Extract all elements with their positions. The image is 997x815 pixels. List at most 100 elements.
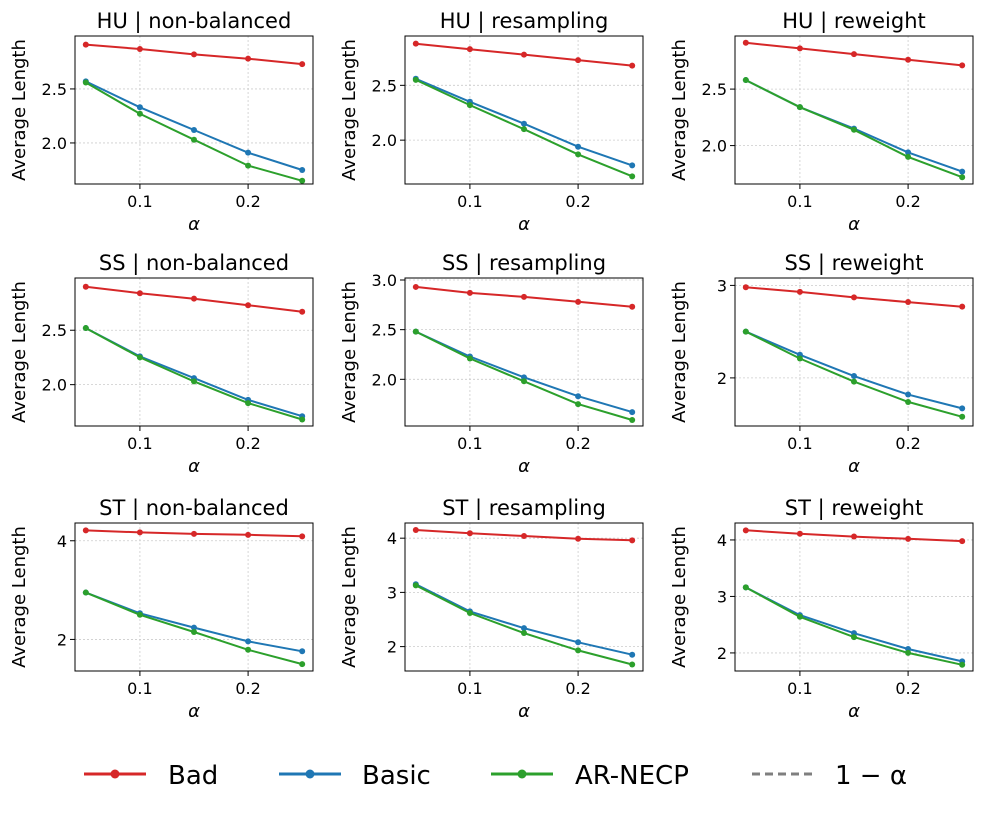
legend-marker-basic [305,769,315,779]
legend-marker-bad [110,769,120,779]
panel-hu-reweight-ytick-label-1: 2.5 [702,80,727,99]
panel-ss-non-balanced-title: SS | non-balanced [99,251,289,276]
panel-st-reweight-series-ar-necp-point-1 [796,613,803,620]
panel-hu-resampling-series-basic-point-3 [575,143,582,150]
panel-ss-reweight-series-bad-point-3 [905,299,912,306]
panel-hu-resampling-series-bad-point-3 [575,57,582,64]
panel-ss-resampling-series-ar-necp-point-4 [629,417,636,424]
panel-st-reweight-xlabel: α [848,701,860,722]
panel-ss-resampling-series-bad-point-2 [521,293,527,300]
panel-hu-non-balanced-series-bad-point-3 [245,55,252,62]
panel-st-resampling-series-bad-point-0 [412,527,419,534]
panel-hu-resampling-series-basic-point-2 [521,120,527,127]
panel-st-resampling-xlabel: α [518,701,530,722]
panel-st-reweight-xtick-label-0: 0.1 [787,679,812,698]
panel-st-non-balanced-title: ST | non-balanced [99,496,289,521]
panel-ss-reweight-ytick-label-1: 3 [717,276,727,295]
panel-hu-reweight-series-bad-point-0 [742,39,749,46]
panel-hu-non-balanced-ytick-label-1: 2.5 [42,80,67,99]
panel-ss-resampling-ytick-label-1: 2.5 [372,321,397,340]
panel-hu-resampling-ylabel: Average Length [339,39,360,181]
panel-ss-reweight-series-bad-point-2 [851,294,857,301]
panel-st-non-balanced-series-bad-point-3 [245,531,252,538]
legend-item-one-minus-alpha: 1 − α [752,761,907,791]
panel-ss-non-balanced-ytick-label-1: 2.5 [42,321,67,340]
panel-st-non-balanced-frame [74,522,314,672]
panel-hu-reweight-series-ar-necp-point-4 [959,174,966,181]
panel-st-reweight-series-ar-necp-point-3 [905,649,912,656]
panel-hu-non-balanced-series-ar-necp-point-3 [245,162,252,169]
panel-st-non-balanced-series-basic-point-2 [191,624,197,631]
panel-ss-reweight: 0.1 0.2 2 3 SS | reweight α Average Length [669,251,974,477]
panel-st-resampling-ytick-label-2: 4 [387,529,397,548]
panel-ss-non-balanced-series-bad-point-2 [191,295,197,302]
panel-st-resampling-ytick-label-1: 3 [387,583,397,602]
panel-ss-reweight-series-ar-necp-point-0 [742,328,749,335]
panel-st-reweight: 0.1 0.2 2 3 4 ST | reweight α Average Length [669,496,974,722]
panel-ss-resampling-series-basic-line [415,330,633,414]
panel-hu-resampling-series-basic-point-4 [629,162,636,169]
panel-hu-non-balanced-series-bad-point-0 [82,41,89,48]
panel-hu-non-balanced: 0.1 0.2 2.0 2.5 HU | non-balanced α Average Le… [9,9,314,235]
panel-st-resampling-series-ar-necp-point-4 [629,661,636,668]
panel-st-resampling-series-basic-line [415,583,633,656]
legend-item-bad: Bad [84,761,218,791]
panel-ss-reweight-xtick-label-0: 0.1 [787,434,812,453]
panel-hu-reweight-series-basic-point-3 [905,149,912,156]
legend-item-basic: Basic [279,761,431,791]
panel-hu-reweight-series-bad-point-1 [796,45,803,52]
panel-st-non-balanced-series-ar-necp-point-3 [245,646,252,653]
panel-st-reweight-ylabel: Average Length [669,526,690,668]
panel-ss-resampling-xtick-label-0: 0.1 [457,434,482,453]
panel-st-reweight-title: ST | reweight [785,496,923,521]
panel-ss-resampling-ytick-label-2: 3.0 [372,271,397,290]
panel-hu-non-balanced-series-ar-necp-point-1 [136,110,143,117]
legend: Bad Basic AR-NECP 1 − α [84,761,907,791]
panel-ss-resampling-xlabel: α [518,456,530,477]
panel-hu-reweight-series-ar-necp-point-1 [796,104,803,111]
panel-ss-non-balanced-series-bad-point-1 [136,290,143,297]
panel-hu-resampling-series-bad-point-0 [412,40,419,47]
legend-label-bad: Bad [168,761,218,791]
panel-st-non-balanced-series-basic-point-4 [299,648,306,655]
panel-ss-reweight-series-ar-necp-point-3 [905,398,912,405]
panel-hu-resampling-series-ar-necp-point-3 [575,151,582,158]
panel-ss-reweight-ylabel: Average Length [669,281,690,423]
panel-ss-reweight-series-ar-necp-point-1 [796,355,803,362]
panel-ss-non-balanced-series-ar-necp-point-4 [299,416,306,423]
panel-ss-reweight-frame [734,277,974,427]
panel-st-resampling: 0.1 0.2 2 3 4 ST | resampling α Average Length [339,496,644,722]
panel-ss-reweight-series-bad-point-1 [796,288,803,295]
panel-hu-non-balanced-series-bad-point-2 [191,51,197,58]
panel-st-reweight-series-bad-point-2 [851,533,857,540]
panel-hu-reweight-title: HU | reweight [782,9,925,34]
panel-st-non-balanced-series-ar-necp-point-0 [82,589,89,596]
panel-hu-reweight-series-basic-point-4 [959,168,966,175]
panel-hu-non-balanced-series-basic-line [85,80,303,171]
panel-st-reweight-series-ar-necp-point-4 [959,661,966,668]
panel-st-non-balanced-xtick-label-0: 0.1 [127,679,152,698]
panel-ss-resampling-series-basic-point-4 [629,409,636,416]
panel-hu-resampling-title: HU | resampling [440,9,609,34]
panel-hu-resampling-series-ar-necp-point-1 [466,102,473,109]
panel-hu-non-balanced-xtick-label-1: 0.2 [235,192,260,211]
panel-ss-resampling-frame [404,277,644,427]
panel-st-resampling-ylabel: Average Length [339,526,360,668]
panel-st-resampling-frame [404,522,644,672]
panel-hu-reweight-series-bad-point-2 [851,51,857,58]
panel-hu-reweight-series-ar-necp-point-2 [851,126,857,133]
panel-ss-non-balanced-ylabel: Average Length [9,281,30,423]
panel-ss-resampling-series-ar-necp-point-2 [521,378,527,385]
panel-hu-resampling-ytick-label-1: 2.5 [372,76,397,95]
panel-hu-resampling-series-ar-necp-point-4 [629,173,636,180]
panel-ss-non-balanced-series-basic-line [85,327,303,418]
panel-st-non-balanced-series-basic-line [85,591,303,653]
panel-ss-non-balanced-series-bad-point-0 [82,283,89,290]
panel-hu-non-balanced-frame [74,35,314,185]
panel-st-resampling-series-bad-point-1 [466,530,473,537]
panel-st-resampling-ytick-label-0: 2 [387,638,397,657]
panel-st-reweight-series-ar-necp-point-2 [851,634,857,641]
panel-ss-reweight-series-ar-necp-point-4 [959,413,966,420]
panel-ss-non-balanced-frame [74,277,314,427]
